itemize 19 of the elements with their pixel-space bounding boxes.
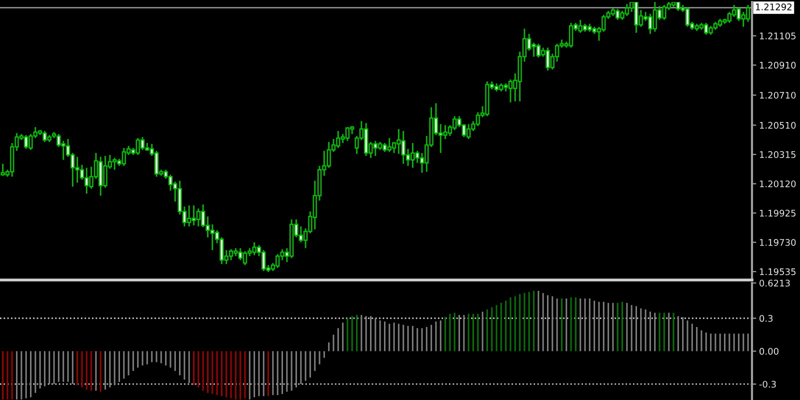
ref-line-label: 1.21292 (756, 4, 792, 10)
y-tick-label: 0.3 (760, 314, 773, 322)
y-tick-label: 1.19730 (760, 239, 796, 246)
y-tick-label: 0.00 (760, 348, 778, 355)
y-tick-label: 1.19535 (760, 268, 796, 276)
candlestick (746, 4, 750, 23)
y-tick-label: 1.20710 (760, 92, 796, 99)
candlestick (508, 78, 513, 104)
candlestick (242, 250, 248, 266)
candlestick (154, 150, 159, 178)
y-tick-label: 1.20120 (760, 180, 796, 188)
candlestick (685, 6, 690, 28)
y-tick-label: 1.21105 (760, 32, 796, 40)
y-tick-label: 1.20315 (760, 151, 796, 158)
y-tick-label: 1.19925 (760, 210, 796, 217)
y-tick-label: 1.20510 (760, 122, 796, 129)
y-tick-label: 1.20910 (760, 62, 796, 69)
y-tick-label: -0.3 (759, 380, 776, 388)
y-tick-label: 0.6213 (760, 280, 790, 287)
